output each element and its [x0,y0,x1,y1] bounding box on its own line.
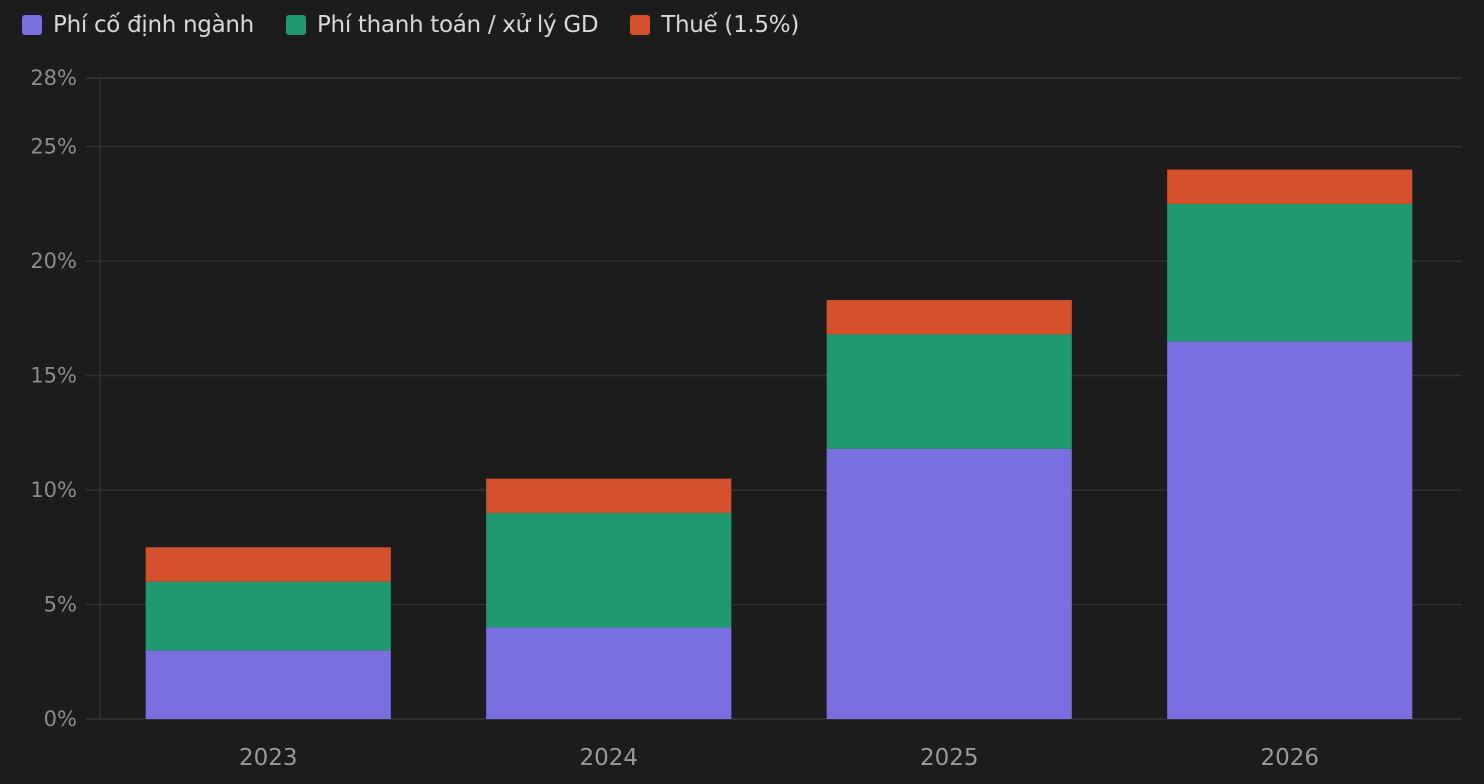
y-tick-label: 5% [44,593,77,617]
x-tick-label-2024: 2024 [579,745,638,771]
x-tick-label-2023: 2023 [239,745,298,771]
x-tick-label-2025: 2025 [920,745,979,771]
bar-2025-series-0 [826,448,1072,719]
bar-2024-series-2 [486,478,732,513]
legend-swatch-fixed-fee [22,15,42,35]
y-tick-label: 0% [44,707,77,731]
x-tick-label-2026: 2026 [1260,745,1319,771]
legend-swatch-payment-fee [285,15,306,35]
bar-2023-series-0 [145,650,391,719]
legend-item-payment-fee: Phí thanh toán / xử lý GD [285,12,599,38]
bar-2025-series-2 [826,300,1072,335]
legend-swatch-tax [630,15,651,35]
legend: Phí cố định ngành Phí thanh toán / xử lý… [22,12,799,38]
bar-2026-series-0 [1167,341,1413,719]
bar-2024-series-1 [486,512,732,628]
bar-2026-series-2 [1167,169,1413,204]
y-tick-label: 28% [30,66,77,90]
bar-2025-series-1 [826,334,1072,449]
y-tick-label: 25% [30,135,77,159]
legend-label-payment-fee: Phí thanh toán / xử lý GD [316,12,599,38]
y-tick-label: 20% [30,249,77,273]
bar-2024-series-0 [486,627,732,719]
legend-item-tax: Thuế (1.5%) [630,12,799,38]
legend-label-tax: Thuế (1.5%) [661,12,799,38]
bar-2023-series-1 [145,581,391,651]
bar-2023-series-2 [145,547,391,582]
legend-item-fixed-fee: Phí cố định ngành [22,12,254,38]
y-tick-label: 15% [30,364,77,388]
legend-label-fixed-fee: Phí cố định ngành [53,12,254,38]
y-tick-label: 10% [30,478,77,502]
bar-2026-series-1 [1167,203,1413,342]
